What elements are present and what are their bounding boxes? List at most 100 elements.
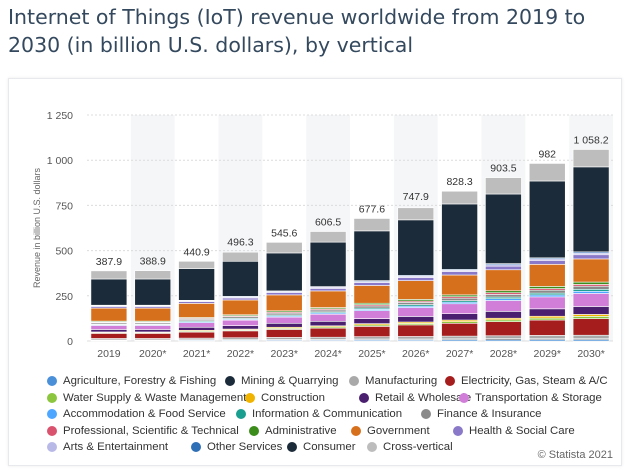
bar-segment: [309, 313, 347, 322]
source-credit: © Statista 2021: [537, 449, 613, 461]
bar-segment: [222, 319, 259, 326]
bar-segment: [441, 297, 478, 301]
bar-segment: [265, 252, 303, 292]
bar-segment: [528, 264, 566, 287]
bar-segment: [528, 296, 566, 310]
y-tick-label: 750: [55, 200, 73, 212]
total-data-label: 677.6: [359, 203, 385, 215]
legend-item[interactable]: Consumer: [287, 441, 356, 453]
bar-segment: [90, 329, 128, 333]
bar-segment: [528, 180, 566, 259]
bar-segment: [485, 335, 522, 339]
bar-segment: [178, 322, 215, 328]
y-tick-label: 0: [67, 336, 73, 348]
bar-segment: [222, 330, 259, 339]
bar-segment: [397, 302, 435, 305]
bar-segment: [178, 326, 215, 331]
x-tick-label: 2020*: [139, 348, 166, 360]
legend-item[interactable]: Mining & Quarrying: [225, 375, 339, 387]
bar-segment: [572, 285, 610, 290]
legend-label: Arts & Entertainment: [63, 441, 169, 453]
bar-segment: [90, 325, 128, 330]
bar-segment: [178, 268, 215, 301]
legend-marker: [349, 376, 359, 386]
bar-segment: [265, 316, 303, 324]
legend-item[interactable]: Electricity, Gas, Steam & A/C: [445, 375, 608, 387]
legend-label: Construction: [261, 391, 325, 404]
x-tick-label: 2028*: [490, 348, 517, 360]
legend-label: Other Services: [207, 441, 283, 453]
legend-marker: [47, 442, 57, 452]
legend-label: Electricity, Gas, Steam & A/C: [461, 375, 608, 387]
legend-item[interactable]: Professional, Scientific & Technical: [47, 425, 239, 437]
legend-item[interactable]: Arts & Entertainment: [47, 441, 168, 453]
bar-segment: [353, 318, 391, 324]
bar-segment: [572, 258, 610, 283]
legend-marker: [367, 442, 377, 452]
legend-item[interactable]: Cross-vertical: [367, 441, 453, 453]
legend-item[interactable]: Transportation & Storage: [459, 392, 602, 404]
bar-segment: [178, 260, 215, 269]
legend-marker: [245, 392, 255, 403]
legend-item[interactable]: Finance & Insurance: [421, 408, 541, 420]
legend-label: Finance & Insurance: [437, 408, 542, 420]
bar-segment: [134, 278, 172, 306]
bar-segment: [90, 333, 128, 339]
legend-item[interactable]: Retail & Wholesale: [359, 392, 471, 404]
legend-marker: [225, 376, 235, 386]
legend-item[interactable]: Agriculture, Forestry & Fishing: [47, 375, 216, 387]
bar-segment: [572, 281, 610, 285]
total-data-label: 606.5: [315, 216, 341, 228]
legend-marker: [236, 409, 246, 419]
bar-segment: [528, 289, 566, 294]
legend-item[interactable]: Accommodation & Food Service: [47, 408, 226, 420]
total-data-label: 982: [538, 148, 556, 160]
total-data-label: 828.3: [446, 176, 472, 188]
legend-label: Consumer: [303, 441, 356, 453]
legend-item[interactable]: Water Supply & Waste Management: [47, 392, 246, 404]
total-data-label: 1 058.2: [574, 135, 609, 147]
bar-segment: [222, 251, 259, 262]
legend-item[interactable]: Health & Social Care: [453, 425, 575, 437]
bar-segment: [441, 303, 478, 314]
bar-segment: [485, 177, 522, 195]
total-data-label: 388.9: [140, 256, 166, 268]
legend-label: Professional, Scientific & Technical: [63, 424, 239, 437]
bar-segment: [528, 163, 566, 182]
x-tick-label: 2019: [97, 348, 121, 360]
total-data-label: 387.9: [96, 256, 122, 268]
bar-segment: [572, 166, 610, 253]
legend-marker: [47, 409, 57, 419]
bar-segment: [441, 322, 478, 337]
bar-segment: [397, 277, 435, 281]
legend-item[interactable]: Construction: [245, 392, 325, 404]
legend-marker: [359, 392, 369, 403]
bar-segment: [309, 327, 347, 338]
legend-label: Water Supply & Waste Management: [63, 391, 247, 404]
legend-item[interactable]: Government: [351, 425, 430, 437]
legend-marker: [421, 409, 431, 419]
legend-label: Administrative: [265, 424, 337, 437]
legend-item[interactable]: Information & Communication: [236, 408, 402, 420]
bar-segment: [572, 254, 610, 260]
legend-item[interactable]: Other Services: [191, 441, 282, 453]
bar-segment: [90, 270, 128, 280]
bar-segment: [222, 260, 259, 297]
bar-segment: [397, 316, 435, 323]
legend-item[interactable]: Administrative: [249, 425, 337, 437]
bar-segment: [572, 334, 610, 339]
total-data-label: 545.6: [271, 227, 297, 239]
bar-segment: [528, 260, 566, 265]
bar-segment: [572, 149, 610, 168]
legend-marker: [351, 425, 361, 436]
bar-segment: [178, 331, 215, 339]
x-tick-label: 2025*: [358, 348, 385, 360]
total-data-label: 496.3: [227, 236, 253, 248]
bar-segment: [222, 325, 259, 330]
x-tick-label: 2030*: [577, 348, 604, 360]
chart-panel: 0 250 500 750 1 000 1 250 Revenue in billion U…: [8, 78, 622, 466]
x-tick-label: 2024*: [314, 348, 341, 360]
bar-segment: [441, 313, 478, 321]
legend-label: Manufacturing: [365, 375, 438, 387]
legend-item[interactable]: Manufacturing: [349, 375, 437, 387]
